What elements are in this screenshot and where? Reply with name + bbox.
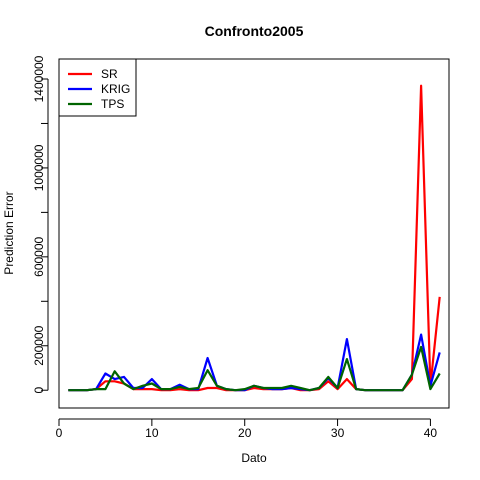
series-line-sr (68, 84, 441, 392)
x-tick-label: 10 (145, 426, 159, 440)
legend-label: TPS (101, 97, 124, 111)
y-axis-title: Prediction Error (2, 191, 16, 274)
legend-label: SR (101, 67, 118, 81)
x-tick-label: 30 (331, 426, 345, 440)
y-axis: 0 200000 600000 1000000 1400000 (32, 55, 49, 394)
y-tick-label: 1000000 (32, 144, 46, 191)
x-tick-label: 0 (56, 426, 63, 440)
series-line-tps (68, 345, 441, 392)
y-tick-label: 200000 (32, 325, 46, 365)
x-axis-title: Dato (241, 451, 267, 465)
y-tick-label: 0 (32, 387, 46, 394)
legend-box (58, 58, 137, 117)
x-tick-label: 20 (238, 426, 252, 440)
plot-box (58, 58, 450, 409)
chart-title: Confronto2005 (205, 23, 304, 39)
x-tick-label: 40 (424, 426, 438, 440)
y-tick-label: 600000 (32, 236, 46, 276)
series-lines (68, 84, 441, 392)
y-tick-label: 1400000 (32, 55, 46, 102)
legend-label: KRIG (101, 82, 130, 96)
x-axis: 0 10 20 30 40 (56, 418, 438, 440)
